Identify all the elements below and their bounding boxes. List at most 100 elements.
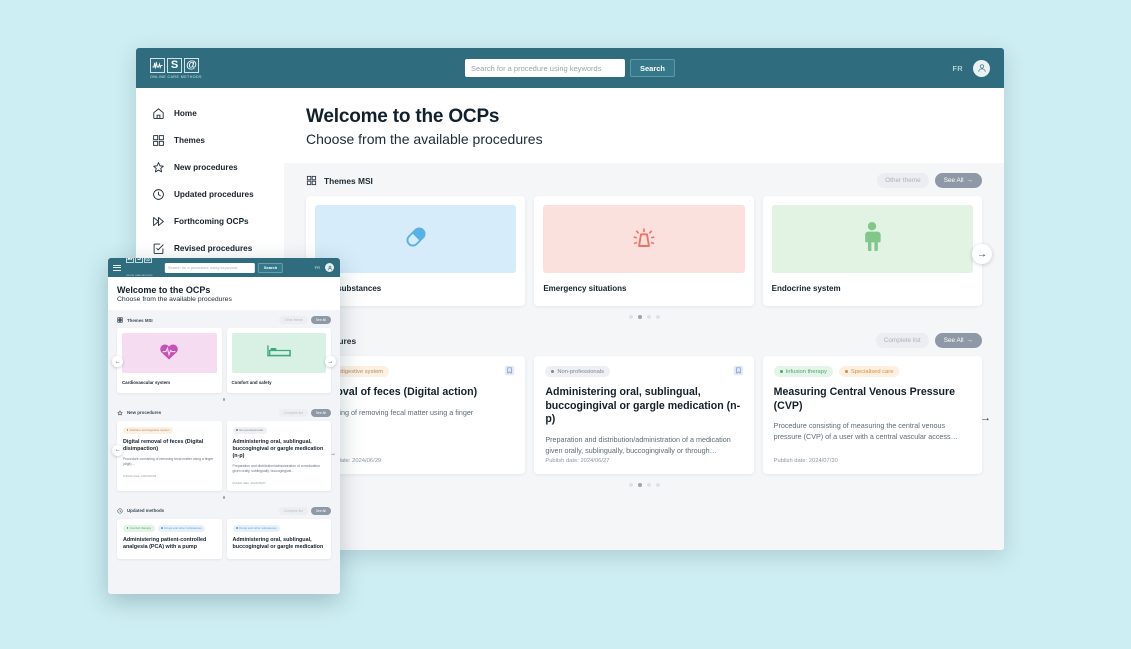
procedure-card[interactable]: Non-professionals Administering oral, su… [534,356,754,474]
carousel-dot[interactable] [655,483,660,487]
procedure-publish-date: Publish date: 2024/07/30 [773,458,838,464]
bookmark-icon[interactable] [504,365,515,376]
checklist-icon [152,242,165,255]
app-header: S @ ONLINE CARE METHODS Search FR [136,48,1004,88]
user-icon[interactable] [325,263,334,272]
arrow-right-icon: → [977,248,987,260]
star-icon [152,161,165,174]
procedure-description: Preparation and distribution/administrat… [545,434,731,455]
mobile-theme-card-name: Comfort and safety [231,380,272,385]
sidebar-item-home[interactable]: Home [136,100,284,127]
mobile-app-window: S @ ONLINE CARE METHODS Search FR Welcom… [108,258,340,594]
mobile-new-card-row: Nutrition and digestive system Digital r… [108,420,340,492]
hamburger-icon[interactable] [113,264,121,271]
mobile-updated-actions: Complete list See All [278,506,331,515]
mobile-language-toggle[interactable]: FR [314,265,320,270]
mobile-updated-card[interactable]: Comfort therapy Drugs and other substanc… [117,518,222,559]
carousel-dot[interactable] [646,483,651,487]
procedure-title: removal of feces (Digital action) [317,386,478,398]
tag-bullet-icon [236,527,238,529]
mobile-new-see-all-button[interactable]: See All [310,408,331,417]
mobile-themes-carousel-next-button[interactable]: → [325,356,336,367]
sidebar-item-new-procedures[interactable]: New procedures [136,154,284,181]
mobile-procedure-card[interactable]: Non-professionals Administering oral, su… [226,420,336,492]
procedures-see-all-button[interactable]: See All → [934,333,982,348]
tag-label: Drugs and other substances [164,526,202,531]
mobile-hero-banner: Welcome to the OCPs Choose from the avai… [108,277,340,310]
sidebar-item-themes[interactable]: Themes [136,127,284,154]
tag-list: Nutrition and digestive system [123,426,216,434]
themes-see-all-button[interactable]: See All → [934,173,982,188]
user-icon[interactable] [973,59,990,77]
mobile-brand-logo[interactable]: S @ ONLINE CARE METHODS [126,258,153,281]
tag: Drugs and other substances [232,524,281,532]
arrow-right-icon: → [966,337,973,344]
theme-card-name: Emergency situations [543,284,627,293]
carousel-dot-active[interactable] [637,483,642,487]
tag-list: and digestive system [317,366,514,377]
mobile-procedure-card[interactable]: Nutrition and digestive system Digital r… [117,420,222,492]
mobile-themes-carousel-prev-button[interactable]: ← [112,356,123,367]
theme-art [315,205,517,273]
mobile-theme-card[interactable]: Cardiovascular system [117,328,222,393]
complete-list-button[interactable]: Complete list [875,333,929,348]
procedure-card[interactable]: Infusion therapy Specialised care Measur… [762,356,991,474]
themes-carousel-next-button[interactable]: → [972,244,992,264]
theme-card[interactable]: Endocrine system [762,196,982,306]
procedures-carousel-next-button[interactable]: → [979,412,991,424]
mobile-search-input[interactable] [164,262,255,273]
sidebar-item-revised-procedures[interactable]: Revised procedures [136,235,284,262]
procedure-publish-date: Publish date: 2024/06/29 [317,458,382,464]
other-theme-button[interactable]: Other theme [877,173,929,188]
brand-logo[interactable]: S @ ONLINE CARE METHODS [150,57,202,79]
carousel-dot-active[interactable] [222,496,226,499]
tag-label: Drugs and other substances [239,526,277,531]
bookmark-icon[interactable] [733,365,744,376]
search-button[interactable]: Search [629,59,676,77]
grid-icon [152,134,165,147]
procedure-card[interactable]: and digestive system removal of feces (D… [306,356,526,474]
mobile-new-carousel-next-button[interactable]: → [330,450,336,457]
bed-icon [266,342,292,364]
heart-pulse-icon [158,341,180,366]
procedures-section-header: cedures Complete list See All → [284,323,1004,356]
mobile-procedure-title: Administering oral, sublingual, buccogin… [232,438,324,459]
tag: Non-professionals [232,426,267,434]
star-icon [117,409,123,416]
mobile-other-theme-button[interactable]: Other theme [279,316,308,324]
mobile-updated-card[interactable]: Drugs and other substances Administering… [226,518,331,559]
mobile-new-carousel-prev-button[interactable]: ← [112,444,123,456]
tag-bullet-icon [236,429,238,431]
brand-tagline: ONLINE CARE METHODS [150,74,202,79]
tag-list: Infusion therapy Specialised care [773,366,971,377]
siren-icon [626,219,662,260]
theme-card[interactable]: other substances [306,196,526,306]
search-input[interactable] [464,59,625,77]
language-toggle[interactable]: FR [952,63,963,73]
mobile-new-section-header: New procedures Complete list See All [108,403,340,421]
carousel-dot[interactable] [655,315,660,319]
tag-label: and digestive system [329,368,384,375]
carousel-dot-active[interactable] [222,398,226,401]
carousel-dot[interactable] [628,315,633,319]
mobile-themes-see-all-button[interactable]: See All [310,316,331,324]
carousel-dot[interactable] [628,483,633,487]
logo-letter-s: S [135,258,143,263]
sidebar-item-forthcoming-ocps[interactable]: Forthcoming OCPs [136,208,284,235]
mobile-complete-list-button[interactable]: Complete list [278,408,308,417]
at-icon: @ [184,57,199,73]
procedure-title: Measuring Central Venous Pressure (CVP) [773,386,955,412]
mobile-themes-section-header: Themes MSI Other theme See All [108,310,340,328]
tag: Comfort therapy [123,524,155,532]
carousel-dot-active[interactable] [637,315,642,319]
mobile-search-button[interactable]: Search [257,262,284,273]
mobile-theme-card[interactable]: Comfort and safety [226,328,331,393]
tag-label: Non-professionals [239,428,264,432]
carousel-dot[interactable] [646,315,651,319]
mobile-updated-complete-list-button[interactable]: Complete list [278,506,308,515]
mobile-new-carousel-dots [108,491,340,501]
mobile-updated-see-all-button[interactable]: See All [310,506,331,515]
sidebar-item-updated-procedures[interactable]: Updated procedures [136,181,284,208]
clock-icon [117,508,123,514]
theme-card[interactable]: Emergency situations [534,196,754,306]
